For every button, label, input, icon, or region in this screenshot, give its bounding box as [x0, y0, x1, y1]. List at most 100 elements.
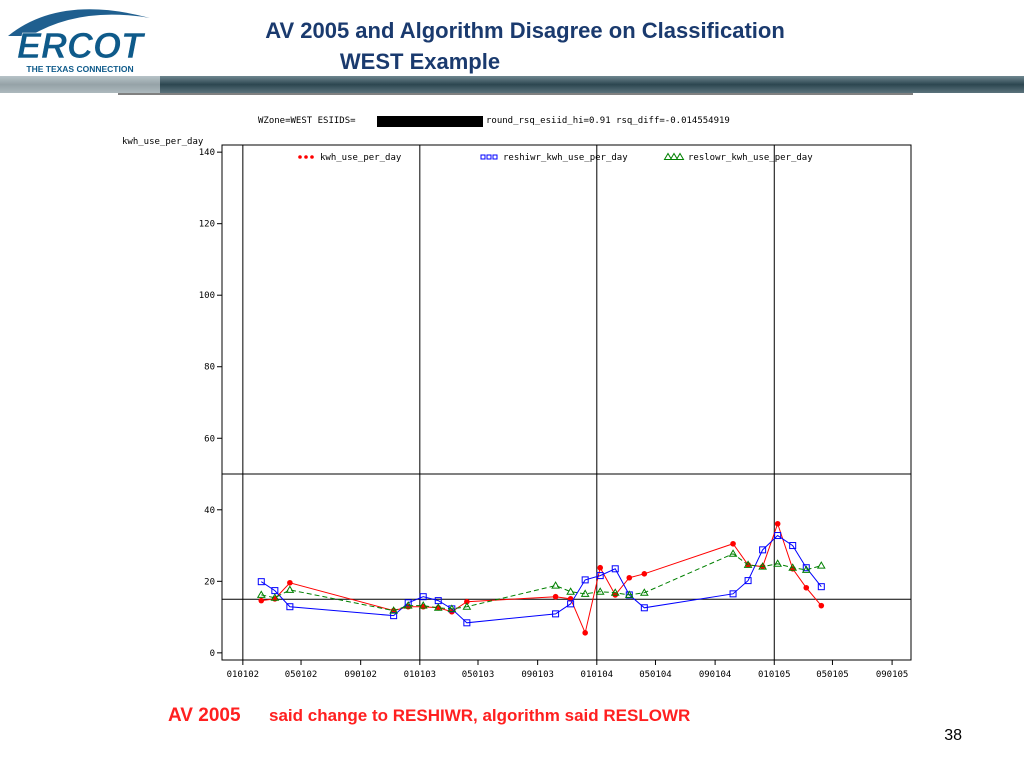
- point: [610, 588, 620, 596]
- point: [818, 602, 825, 609]
- legend-label: reslowr_kwh_use_per_day: [688, 153, 813, 163]
- point: [581, 576, 589, 584]
- point: [801, 565, 811, 573]
- y-tick-label: 140: [199, 148, 215, 158]
- point: [256, 590, 266, 598]
- point: [567, 600, 575, 608]
- point: [580, 589, 590, 597]
- legend-marker: [663, 152, 673, 160]
- point: [419, 593, 427, 601]
- legend-label: kwh_use_per_day: [320, 153, 402, 163]
- legend-marker: [480, 154, 486, 160]
- legend-marker: [486, 154, 492, 160]
- legend-label: reshiwr_kwh_use_per_day: [503, 153, 628, 163]
- point: [389, 606, 399, 614]
- series-line: [261, 553, 822, 612]
- point: [596, 572, 604, 580]
- page-number: 38: [944, 727, 962, 744]
- point: [270, 593, 280, 601]
- point: [744, 577, 752, 585]
- x-tick-label: 050104: [639, 670, 672, 680]
- x-tick-label: 050102: [285, 670, 318, 680]
- logo-tagline: THE TEXAS CONNECTION: [26, 64, 133, 74]
- point: [759, 546, 767, 554]
- caption-emphasis: AV 2005: [168, 705, 241, 726]
- point: [567, 596, 574, 602]
- legend-marker: [298, 155, 302, 159]
- x-tick-label: 090104: [699, 670, 732, 680]
- point: [582, 630, 588, 636]
- point: [730, 540, 736, 547]
- plot-frame: [221, 144, 912, 661]
- x-tick-label: 090105: [876, 670, 909, 680]
- point: [462, 602, 472, 610]
- point: [788, 563, 798, 571]
- point: [729, 590, 737, 598]
- point: [552, 610, 560, 618]
- point: [774, 520, 781, 527]
- caption: said change to RESHIWR, algorithm said R…: [269, 706, 690, 725]
- point: [552, 593, 559, 600]
- x-tick-label: 010104: [581, 670, 614, 680]
- logo-swoosh: [8, 9, 150, 36]
- point: [285, 585, 295, 593]
- x-tick-label: 090102: [344, 670, 377, 680]
- point: [641, 571, 648, 577]
- x-tick-label: 050105: [816, 670, 849, 680]
- y-axis-label: kwh_use_per_day: [122, 137, 204, 147]
- point: [464, 598, 470, 605]
- series-line: [261, 522, 822, 635]
- x-tick-label: 010105: [758, 670, 791, 680]
- y-tick-label: 60: [204, 434, 215, 444]
- point: [551, 581, 560, 589]
- series-line: [260, 534, 822, 624]
- point: [257, 578, 265, 586]
- y-tick-label: 120: [199, 220, 215, 230]
- point: [728, 549, 738, 557]
- legend-marker: [310, 155, 314, 159]
- y-tick-label: 100: [199, 291, 215, 301]
- point: [433, 603, 443, 611]
- point: [611, 565, 619, 573]
- point: [789, 542, 797, 550]
- y-tick-label: 80: [204, 363, 215, 373]
- point: [803, 584, 810, 591]
- point: [640, 604, 648, 612]
- x-tick-label: 090103: [521, 670, 554, 680]
- logo-text: ERCOT: [17, 25, 146, 66]
- point: [258, 597, 265, 604]
- x-tick-label: 010102: [227, 670, 260, 680]
- point: [418, 601, 428, 609]
- redaction: [377, 116, 483, 127]
- point: [287, 579, 293, 586]
- point: [286, 603, 294, 611]
- legend-marker: [304, 155, 308, 159]
- point: [758, 562, 768, 570]
- legend-marker: [669, 152, 679, 160]
- legend-marker: [492, 154, 498, 160]
- y-tick-label: 40: [204, 506, 215, 516]
- point: [773, 559, 783, 567]
- point: [817, 583, 825, 591]
- point: [639, 588, 649, 596]
- chart-title: round_rsq_esiid_hi=0.91 rsq_diff=-0.0145…: [486, 116, 730, 126]
- point: [774, 532, 782, 540]
- point: [463, 619, 471, 627]
- point: [566, 587, 575, 595]
- point: [743, 560, 753, 568]
- y-tick-label: 20: [204, 577, 215, 587]
- chart-title: WZone=WEST ESIIDS=: [258, 116, 356, 126]
- point: [624, 590, 634, 598]
- point: [597, 564, 603, 571]
- point: [403, 601, 413, 609]
- x-tick-label: 050103: [462, 670, 495, 680]
- header-band-left: [0, 76, 160, 93]
- point: [595, 587, 605, 595]
- point: [802, 564, 810, 572]
- point: [447, 604, 457, 612]
- x-tick-label: 010103: [404, 670, 437, 680]
- slide-subtitle: WEST Example: [340, 49, 500, 74]
- legend-marker: [675, 152, 685, 160]
- point: [626, 574, 633, 581]
